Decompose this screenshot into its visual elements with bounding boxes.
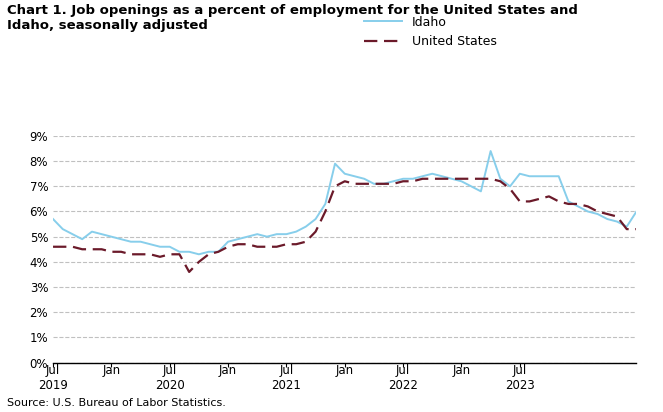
Text: Jul
2023: Jul 2023	[505, 364, 534, 392]
Text: Chart 1. Job openings as a percent of employment for the United States and
Idaho: Chart 1. Job openings as a percent of em…	[7, 4, 577, 32]
Text: Jul
2022: Jul 2022	[388, 364, 418, 392]
Legend: Idaho, United States: Idaho, United States	[359, 11, 502, 53]
Text: Jan: Jan	[335, 364, 354, 377]
Text: Source: U.S. Bureau of Labor Statistics.: Source: U.S. Bureau of Labor Statistics.	[7, 398, 225, 408]
Text: Jan: Jan	[102, 364, 121, 377]
Text: Jan: Jan	[219, 364, 237, 377]
Text: Jan: Jan	[452, 364, 471, 377]
Text: Jul
2020: Jul 2020	[155, 364, 184, 392]
Text: Jul
2019: Jul 2019	[38, 364, 68, 392]
Text: Jul
2021: Jul 2021	[271, 364, 302, 392]
